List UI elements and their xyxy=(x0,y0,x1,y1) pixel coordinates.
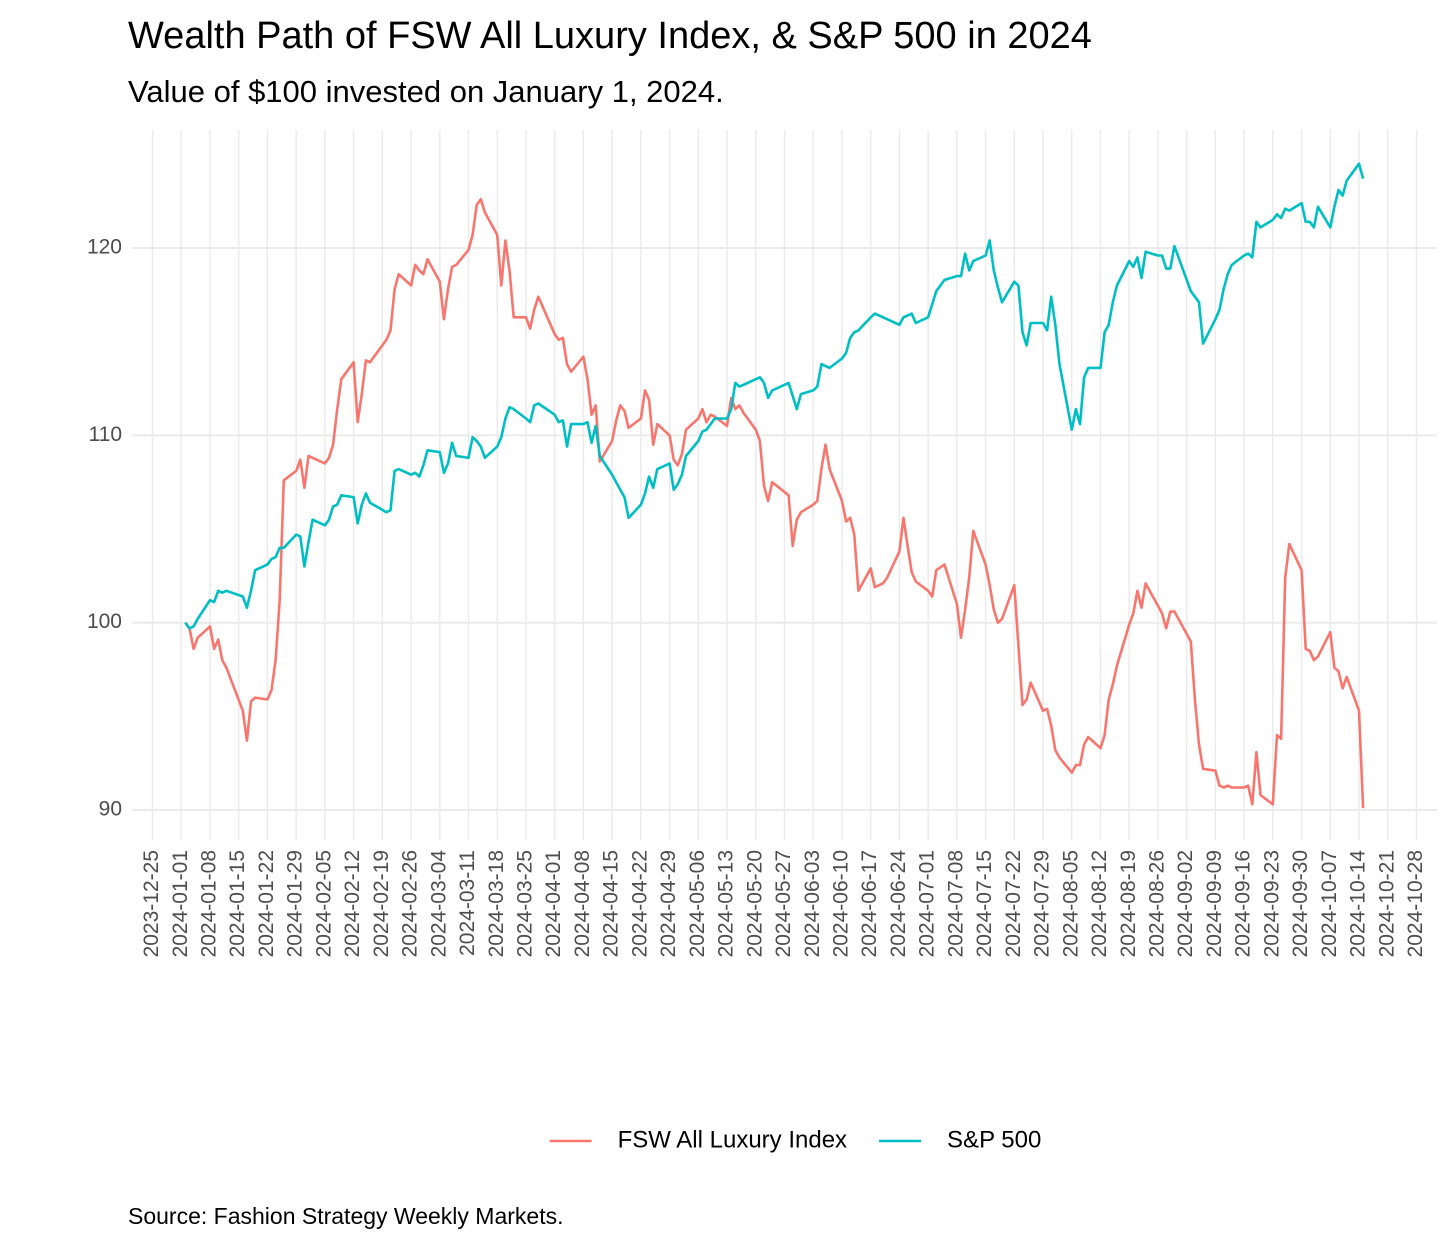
x-tick-label: 2024-08-12 xyxy=(1088,850,1111,957)
x-tick-label: 2024-08-05 xyxy=(1059,850,1082,957)
x-tick-label: 2024-04-22 xyxy=(628,850,651,957)
y-tick-label: 110 xyxy=(89,423,122,446)
x-tick-label: 2024-02-05 xyxy=(312,850,335,957)
y-tick-label: 90 xyxy=(99,798,122,821)
x-tick-label: 2024-03-11 xyxy=(456,850,479,956)
x-tick-label: 2024-07-15 xyxy=(973,850,996,957)
x-tick-label: 2024-04-29 xyxy=(657,850,680,957)
x-tick-label: 2024-08-19 xyxy=(1117,850,1140,957)
legend-label: S&P 500 xyxy=(947,1126,1041,1153)
x-tick-label: 2024-10-28 xyxy=(1404,850,1427,957)
x-tick-label: 2024-08-26 xyxy=(1145,850,1168,957)
x-tick-label: 2024-05-27 xyxy=(772,850,795,957)
caption: Source: Fashion Strategy Weekly Markets. xyxy=(128,1203,563,1229)
x-tick-label: 2024-01-01 xyxy=(169,850,192,957)
y-tick-label: 100 xyxy=(87,610,122,633)
x-tick-label: 2024-03-04 xyxy=(427,850,450,958)
x-tick-label: 2024-03-18 xyxy=(485,850,508,957)
x-tick-label: 2024-01-08 xyxy=(198,850,221,957)
x-tick-label: 2023-12-25 xyxy=(140,850,163,957)
x-tick-label: 2024-01-15 xyxy=(226,850,249,957)
x-tick-label: 2024-04-15 xyxy=(600,850,623,957)
x-tick-label: 2024-02-12 xyxy=(341,850,364,957)
x-tick-label: 2024-07-29 xyxy=(1031,850,1054,957)
chart-title: Wealth Path of FSW All Luxury Index, & S… xyxy=(128,15,1092,57)
x-tick-label: 2024-03-25 xyxy=(514,850,537,957)
y-tick-label: 120 xyxy=(87,236,122,259)
legend: FSW All Luxury Index S&P 500 xyxy=(549,1126,1041,1153)
x-tick-label: 2024-07-01 xyxy=(916,850,939,957)
x-tick-label: 2024-04-08 xyxy=(571,850,594,957)
x-tick-label: 2024-06-17 xyxy=(858,850,881,957)
x-tick-label: 2024-10-14 xyxy=(1347,850,1370,958)
x-tick-label: 2024-09-23 xyxy=(1260,850,1283,957)
x-tick-label: 2024-05-13 xyxy=(715,850,738,957)
x-tick-label: 2024-01-29 xyxy=(284,850,307,957)
x-tick-label: 2024-05-20 xyxy=(743,850,766,957)
x-tick-label: 2024-09-02 xyxy=(1174,850,1197,957)
x-tick-label: 2024-01-22 xyxy=(255,850,278,957)
x-tick-label: 2024-10-21 xyxy=(1375,850,1398,957)
legend-label: FSW All Luxury Index xyxy=(618,1126,847,1153)
x-tick-label: 2024-07-22 xyxy=(1002,850,1025,957)
x-tick-label: 2024-07-08 xyxy=(944,850,967,957)
chart-subtitle: Value of $100 invested on January 1, 202… xyxy=(128,74,724,109)
x-tick-label: 2024-09-30 xyxy=(1289,850,1312,957)
series-line xyxy=(184,162,1365,630)
x-tick-label: 2024-06-10 xyxy=(829,850,852,957)
x-tick-label: 2024-02-26 xyxy=(399,850,422,957)
x-tick-label: 2024-09-16 xyxy=(1232,850,1255,957)
x-tick-label: 2024-05-06 xyxy=(686,850,709,957)
x-tick-label: 2024-10-07 xyxy=(1318,850,1341,957)
series-line xyxy=(184,198,1365,809)
x-tick-label: 2024-04-01 xyxy=(542,850,565,957)
x-tick-label: 2024-06-03 xyxy=(801,850,824,957)
x-tick-label: 2024-06-24 xyxy=(887,850,910,958)
x-tick-label: 2024-09-09 xyxy=(1203,850,1226,957)
x-tick-label: 2024-02-19 xyxy=(370,850,393,957)
